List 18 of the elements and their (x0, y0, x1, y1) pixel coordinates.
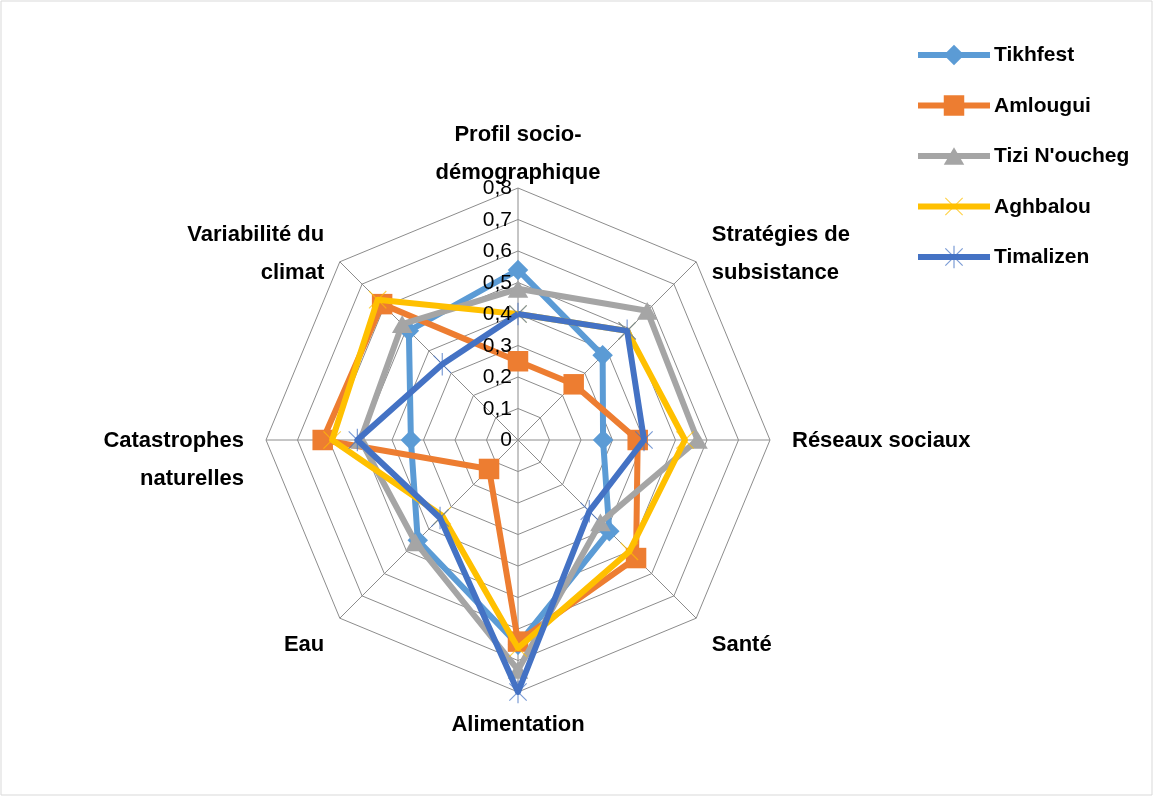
legend-label: Amlougui (994, 92, 1091, 116)
y-tick-label: 0,1 (482, 395, 512, 419)
y-tick-label: 0,3 (482, 332, 512, 356)
spoke-label: Santé (711, 630, 772, 656)
spoke-label: Alimentation (451, 711, 585, 736)
y-tick-label: 0,6 (482, 238, 512, 261)
spoke-label: Réseaux sociaux (792, 427, 972, 452)
y-tick-label: 0,7 (482, 206, 512, 230)
legend-label: Timalizen (994, 244, 1090, 267)
spoke-label: Stratégies de subsistance (711, 221, 850, 285)
y-tick-label: 0 (500, 427, 512, 450)
y-tick-label: 0,2 (482, 364, 512, 387)
legend-label: Tizi N'oucheg (994, 143, 1130, 166)
legend-label: Tikhfest (994, 42, 1075, 65)
spoke-label: Variabilité du climat (187, 221, 325, 285)
spoke-label: Eau (283, 630, 325, 656)
spoke-label: Catastrophes naturelles (103, 427, 244, 490)
legend-label: Aghbalou (994, 193, 1091, 217)
